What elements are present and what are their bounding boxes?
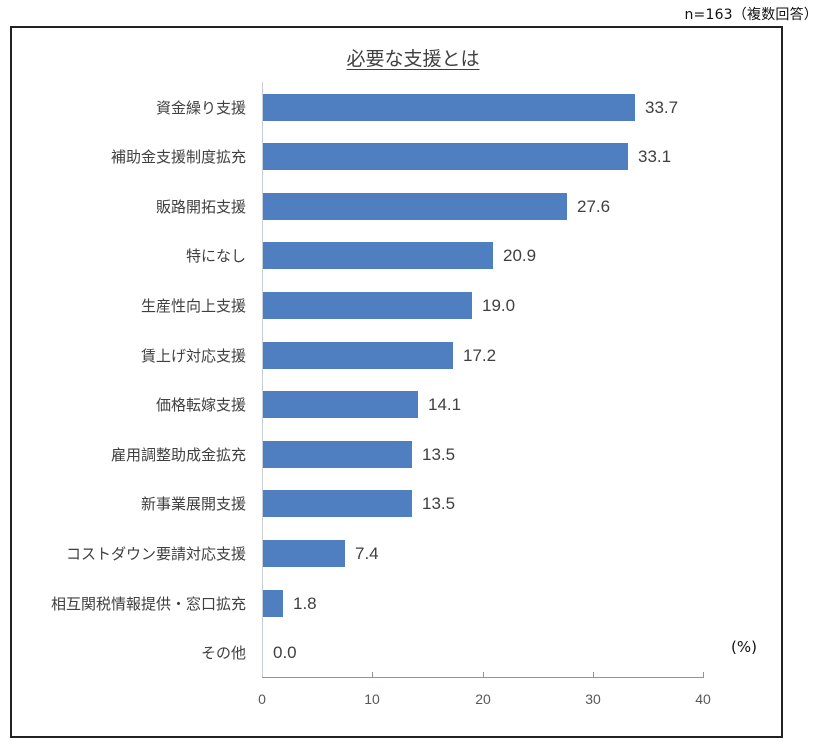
category-label: 補助金支援制度拡充 bbox=[110, 148, 246, 166]
x-axis-tick-label: 30 bbox=[585, 691, 601, 707]
value-label: 33.1 bbox=[638, 147, 672, 166]
bar-row: 賃上げ対応支援 17.2 bbox=[0, 342, 826, 370]
category-label: 販路開拓支援 bbox=[155, 198, 246, 216]
y-axis-line bbox=[262, 82, 263, 678]
bar-row: 生産性向上支援 19.0 bbox=[0, 292, 826, 320]
category-label: 特になし bbox=[185, 247, 246, 265]
bar-row: 雇用調整助成金拡充 13.5 bbox=[0, 441, 826, 469]
category-label: 賃上げ対応支援 bbox=[140, 347, 246, 365]
category-label: 資金繰り支援 bbox=[155, 99, 246, 117]
bar bbox=[263, 143, 628, 170]
value-label: 1.8 bbox=[293, 594, 317, 613]
value-label: 33.7 bbox=[645, 98, 679, 117]
x-axis-tick bbox=[703, 672, 704, 678]
value-label: 14.1 bbox=[428, 395, 462, 414]
x-axis-tick bbox=[483, 672, 484, 678]
bar-row: 新事業展開支援 13.5 bbox=[0, 490, 826, 518]
chart-title: 必要な支援とは bbox=[346, 48, 480, 70]
category-label: 新事業展開支援 bbox=[140, 495, 246, 513]
bar-row: コストダウン要請対応支援 7.4 bbox=[0, 540, 826, 568]
value-label: 19.0 bbox=[482, 296, 516, 315]
bar-row: 販路開拓支援 27.6 bbox=[0, 193, 826, 221]
bar bbox=[263, 242, 493, 269]
category-label: コストダウン要請対応支援 bbox=[65, 545, 246, 563]
bar-row: 相互関税情報提供・窓口拡充 1.8 bbox=[0, 590, 826, 618]
bar-row: 特になし 20.9 bbox=[0, 242, 826, 270]
bar-row: 価格転嫁支援 14.1 bbox=[0, 391, 826, 419]
x-axis-tick-label: 10 bbox=[364, 691, 380, 707]
bar bbox=[263, 342, 453, 369]
category-label: 生産性向上支援 bbox=[140, 297, 246, 315]
category-label: 雇用調整助成金拡充 bbox=[110, 446, 246, 464]
sample-size-note: n=163（複数回答） bbox=[684, 7, 818, 23]
unit-label: (%) bbox=[731, 638, 757, 656]
x-axis-tick bbox=[372, 672, 373, 678]
bar bbox=[263, 590, 283, 617]
value-label: 13.5 bbox=[422, 445, 456, 464]
value-label: 13.5 bbox=[422, 494, 456, 513]
x-axis-tick-label: 0 bbox=[258, 691, 266, 707]
bar bbox=[263, 193, 567, 220]
x-axis-tick-label: 40 bbox=[695, 691, 711, 707]
bar bbox=[263, 490, 412, 517]
bar bbox=[263, 540, 345, 567]
x-axis-tick bbox=[593, 672, 594, 678]
category-label: 価格転嫁支援 bbox=[155, 396, 246, 414]
value-label: 7.4 bbox=[355, 544, 379, 563]
bar-row: 補助金支援制度拡充 33.1 bbox=[0, 143, 826, 171]
bar bbox=[263, 94, 635, 121]
chart-frame bbox=[10, 26, 783, 738]
bar-row: その他 0.0 bbox=[0, 639, 826, 667]
bar bbox=[263, 391, 418, 418]
bar-row: 資金繰り支援 33.7 bbox=[0, 94, 826, 122]
bar bbox=[263, 292, 472, 319]
value-label: 17.2 bbox=[463, 346, 497, 365]
bar bbox=[263, 441, 412, 468]
category-label: 相互関税情報提供・窓口拡充 bbox=[50, 595, 246, 613]
value-label: 20.9 bbox=[503, 246, 537, 265]
x-axis-tick-label: 20 bbox=[475, 691, 491, 707]
value-label: 27.6 bbox=[577, 197, 611, 216]
value-label: 0.0 bbox=[273, 643, 297, 662]
category-label: その他 bbox=[200, 644, 246, 662]
